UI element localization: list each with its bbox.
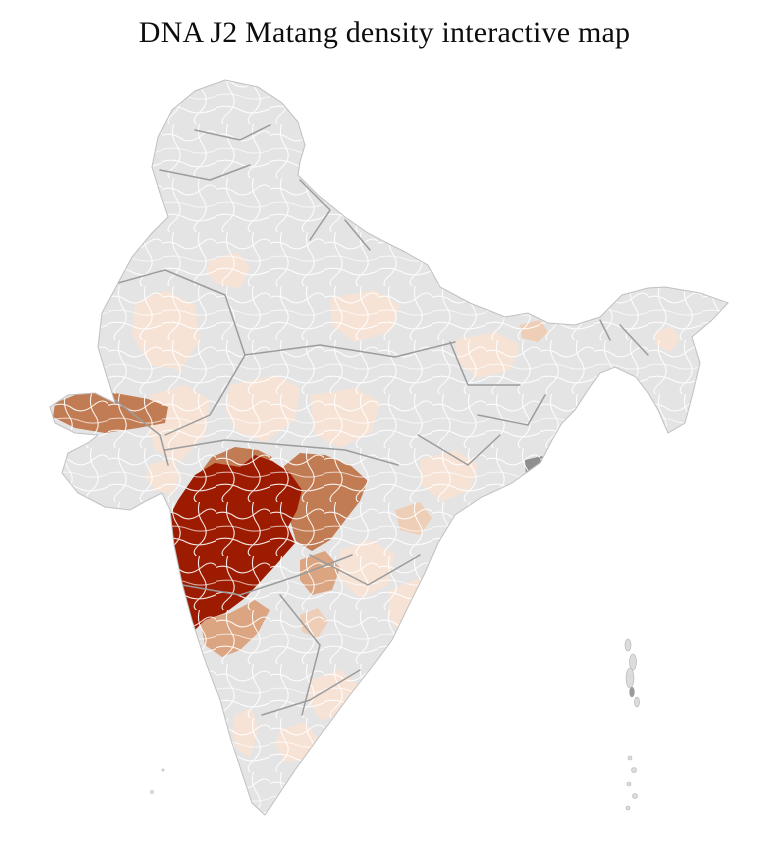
island[interactable] bbox=[161, 768, 165, 772]
island[interactable] bbox=[150, 790, 154, 794]
island[interactable] bbox=[629, 653, 637, 671]
island[interactable] bbox=[625, 667, 635, 689]
island[interactable] bbox=[629, 686, 635, 698]
island[interactable] bbox=[626, 781, 632, 787]
island[interactable] bbox=[632, 793, 638, 799]
island[interactable] bbox=[634, 696, 640, 708]
india-coast-outline bbox=[49, 79, 729, 816]
district-borders-overlay bbox=[50, 80, 728, 815]
island[interactable] bbox=[627, 755, 633, 761]
urban-patch bbox=[44, 417, 50, 423]
island[interactable] bbox=[624, 638, 632, 652]
island[interactable] bbox=[625, 805, 631, 811]
india-map[interactable] bbox=[0, 70, 769, 842]
india-choropleth-svg[interactable] bbox=[0, 70, 769, 842]
island[interactable] bbox=[631, 767, 637, 773]
lakshadweep-islands[interactable] bbox=[150, 768, 165, 794]
andaman-nicobar-islands[interactable] bbox=[624, 638, 640, 811]
state-borders bbox=[114, 124, 649, 716]
page-title: DNA J2 Matang density interactive map bbox=[138, 16, 631, 49]
